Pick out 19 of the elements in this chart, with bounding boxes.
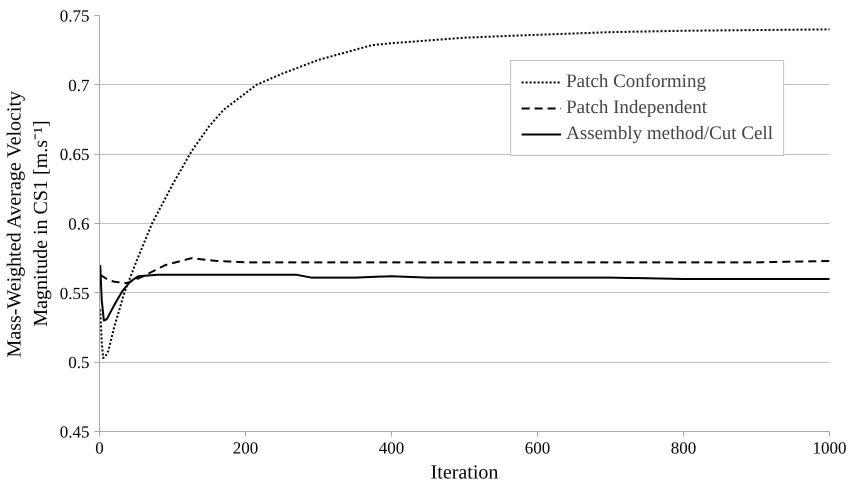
line-series	[100, 28, 830, 360]
x-axis-title: Iteration	[430, 462, 498, 484]
x-tick-label: 200	[232, 438, 258, 458]
y-tick-label: 0.6	[68, 214, 90, 234]
x-tick-label: 400	[378, 438, 404, 458]
legend-label: Patch Conforming	[566, 71, 706, 93]
x-tick-label: 800	[670, 438, 696, 458]
y-tick-label: 0.75	[60, 6, 90, 26]
legend-label: Assembly method/Cut Cell	[566, 123, 773, 145]
y-tick-label: 0.7	[68, 76, 90, 95]
y-tick-label: 0.65	[60, 145, 90, 164]
x-tick-label: 0	[95, 438, 104, 458]
y-tick-label: 0.45	[60, 422, 90, 442]
legend-label: Patch Independent	[566, 97, 707, 119]
x-tick-label: 1000	[812, 438, 846, 458]
y-tick-label: 0.55	[60, 284, 90, 303]
x-tick-label: 600	[524, 438, 550, 458]
y-tick-label: 0.5	[68, 353, 90, 372]
y-axis-title: Mass-Weighted Average Velocity Magnitude in CS1 [m.s⁻¹]	[3, 90, 52, 358]
